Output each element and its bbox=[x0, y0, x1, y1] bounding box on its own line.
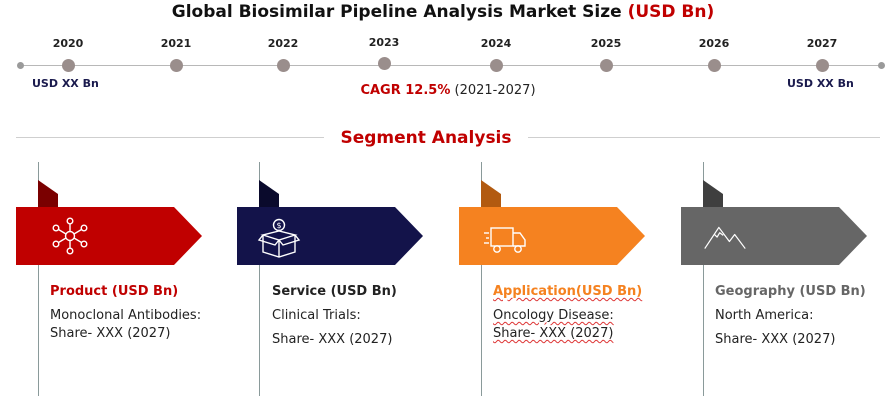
year-2026: 2026 bbox=[698, 37, 730, 50]
arrow-banner-product bbox=[16, 180, 202, 265]
segment-analysis-title: Segment Analysis bbox=[340, 128, 512, 148]
service-line2: Share- XXX (2027) bbox=[272, 332, 393, 347]
timeline-dot-2020 bbox=[61, 59, 75, 72]
year-2021: 2021 bbox=[160, 37, 192, 50]
application-line1-text: Oncology Disease: bbox=[493, 308, 614, 323]
arrow-banner-geography bbox=[681, 180, 867, 265]
product-line2: Share- XXX (2027) bbox=[50, 326, 171, 341]
mountain-icon bbox=[704, 226, 746, 249]
timeline-dot-2021 bbox=[169, 59, 183, 72]
application-line2-text: Share- XXX (2027) bbox=[493, 326, 614, 341]
application-heading-text: Application(USD Bn) bbox=[493, 284, 643, 299]
card-guide-line-service bbox=[259, 162, 260, 396]
service-heading: Service (USD Bn) bbox=[272, 284, 397, 299]
start-market-value: USD XX Bn bbox=[32, 77, 99, 90]
application-line2: Share- XXX (2027) bbox=[493, 326, 613, 341]
segment-divider-left bbox=[16, 137, 324, 138]
segment-card-application bbox=[459, 178, 649, 268]
timeline-start-dot bbox=[17, 62, 24, 69]
card-guide-line-application bbox=[481, 162, 482, 396]
cagr-text: CAGR 12.5% (2021-2027) bbox=[0, 83, 886, 98]
timeline-end-dot bbox=[878, 62, 885, 69]
card-guide-line-geography bbox=[703, 162, 704, 396]
year-2020: 2020 bbox=[52, 37, 84, 50]
product-line1: Monoclonal Antibodies: bbox=[50, 308, 202, 323]
year-2025: 2025 bbox=[590, 37, 622, 50]
delivery-truck-icon bbox=[484, 227, 526, 253]
segment-card-service: $ bbox=[237, 178, 427, 268]
timeline-dot-2024 bbox=[489, 59, 503, 72]
product-heading: Product (USD Bn) bbox=[50, 284, 179, 299]
end-market-value: USD XX Bn bbox=[787, 77, 854, 90]
segment-card-product bbox=[16, 178, 206, 268]
timeline-dot-2025 bbox=[599, 59, 613, 72]
year-2027: 2027 bbox=[806, 37, 838, 50]
year-2023: 2023 bbox=[368, 36, 400, 49]
geography-line1: North America: bbox=[715, 308, 814, 323]
geography-heading: Geography (USD Bn) bbox=[715, 284, 866, 299]
segment-divider-right bbox=[528, 137, 880, 138]
timeline-dot-2026 bbox=[707, 59, 721, 72]
chart-title: Global Biosimilar Pipeline Analysis Mark… bbox=[0, 2, 886, 22]
geography-line2: Share- XXX (2027) bbox=[715, 332, 836, 347]
arrow-banner-application bbox=[459, 180, 645, 265]
network-icon bbox=[52, 217, 88, 255]
application-line1: Oncology Disease: bbox=[493, 308, 614, 323]
card-guide-line-product bbox=[38, 162, 39, 396]
title-main: Global Biosimilar Pipeline Analysis Mark… bbox=[171, 2, 622, 22]
timeline-dot-2027 bbox=[815, 59, 829, 72]
year-2024: 2024 bbox=[480, 37, 512, 50]
timeline-axis bbox=[20, 65, 882, 66]
timeline-dot-2022 bbox=[276, 59, 290, 72]
money-box-icon: $ bbox=[257, 218, 301, 258]
segment-card-geography bbox=[681, 178, 871, 268]
svg-text:$: $ bbox=[276, 221, 281, 230]
title-unit: (USD Bn) bbox=[627, 2, 715, 22]
cagr-label: CAGR 12.5% bbox=[360, 83, 451, 98]
year-2022: 2022 bbox=[267, 37, 299, 50]
service-line1: Clinical Trials: bbox=[272, 308, 361, 323]
timeline-dot-2023 bbox=[377, 57, 391, 70]
application-heading: Application(USD Bn) bbox=[493, 284, 642, 299]
cagr-period: (2021-2027) bbox=[454, 83, 536, 98]
